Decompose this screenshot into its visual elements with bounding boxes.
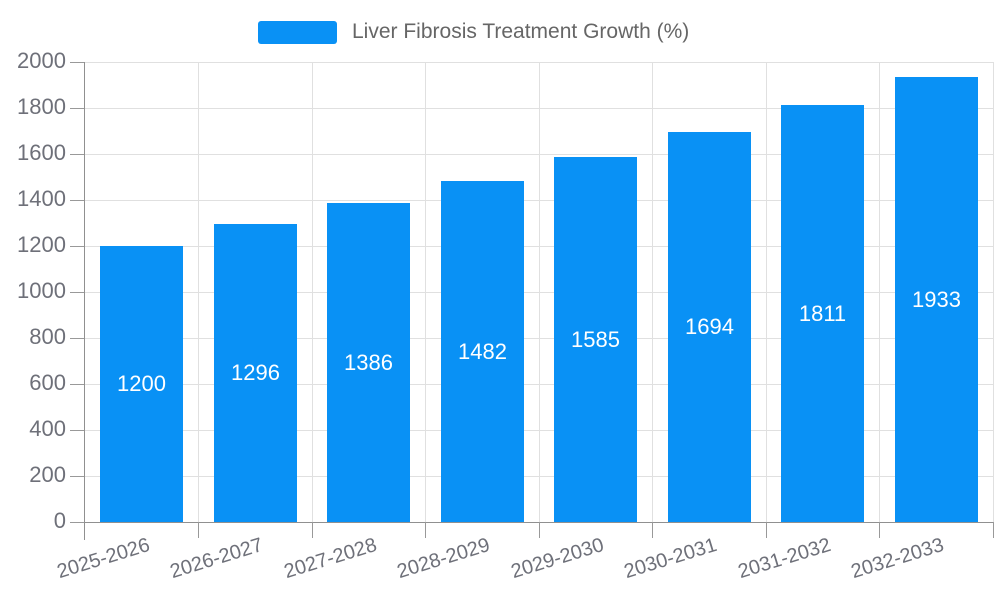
x-axis-tick — [652, 522, 653, 538]
x-axis-tick — [765, 522, 767, 538]
bar[interactable]: 1296 — [214, 224, 297, 522]
bar-value-label: 1296 — [231, 360, 280, 385]
x-axis-tick — [879, 522, 880, 538]
x-axis-tick — [198, 522, 199, 538]
bar-value-label: 1933 — [912, 286, 961, 312]
y-axis-tick — [70, 107, 85, 109]
y-axis-tick-label: 1000 — [17, 278, 66, 303]
x-axis-tick — [311, 522, 313, 538]
x-gridline — [879, 62, 880, 522]
y-axis-tick — [70, 337, 85, 339]
y-axis-tick-label: 1400 — [17, 186, 66, 211]
legend-label: Liver Fibrosis Treatment Growth (%) — [352, 20, 690, 43]
x-gridline — [198, 62, 199, 522]
bar[interactable]: 1811 — [781, 105, 864, 522]
bar[interactable]: 1933 — [895, 77, 978, 522]
y-axis-tick-label: 400 — [29, 416, 66, 441]
bar[interactable]: 1386 — [327, 203, 410, 522]
bar-value-label: 1386 — [344, 349, 393, 375]
bar[interactable]: 1482 — [441, 181, 524, 522]
x-gridline — [311, 62, 313, 522]
x-gridline — [538, 62, 540, 522]
x-gridline — [765, 62, 767, 522]
x-gridline — [425, 62, 426, 522]
y-axis-tick — [70, 245, 85, 247]
y-axis-tick-label: 1600 — [17, 140, 66, 165]
y-axis-tick-label: 600 — [29, 370, 66, 395]
y-axis-tick-label: 200 — [29, 462, 66, 487]
x-axis-tick — [538, 522, 540, 538]
bar-value-label: 1811 — [798, 300, 847, 326]
bar-value-label: 1694 — [685, 314, 734, 339]
y-axis-tick — [70, 199, 85, 201]
bar-value-label: 1585 — [571, 326, 620, 352]
y-axis-tick-label: 0 — [53, 508, 66, 533]
x-axis-tick — [992, 522, 994, 538]
y-axis-tick — [70, 521, 85, 523]
y-axis-tick-label: 800 — [29, 324, 66, 349]
x-gridline — [992, 62, 994, 522]
bar-value-label: 1482 — [458, 338, 507, 364]
y-axis-tick — [70, 429, 85, 431]
x-axis-tick — [425, 522, 426, 538]
y-axis-tick — [70, 291, 85, 293]
bar[interactable]: 1694 — [668, 132, 751, 522]
bar[interactable]: 1200 — [100, 246, 183, 522]
x-gridline — [652, 62, 653, 522]
y-axis-tick-label: 1200 — [17, 232, 66, 257]
bar-value-label: 1200 — [117, 371, 166, 396]
legend-swatch — [258, 20, 337, 44]
legend[interactable]: Liver Fibrosis Treatment Growth (%) — [258, 20, 689, 44]
y-axis-tick-label: 2000 — [17, 48, 66, 73]
bar[interactable]: 1585 — [554, 157, 637, 522]
y-axis-line — [84, 62, 85, 540]
y-axis-tick — [70, 153, 85, 155]
y-axis-tick — [70, 383, 85, 385]
y-axis-tick — [70, 61, 85, 63]
y-axis-tick-label: 1800 — [17, 94, 66, 119]
y-axis-tick — [70, 475, 85, 477]
